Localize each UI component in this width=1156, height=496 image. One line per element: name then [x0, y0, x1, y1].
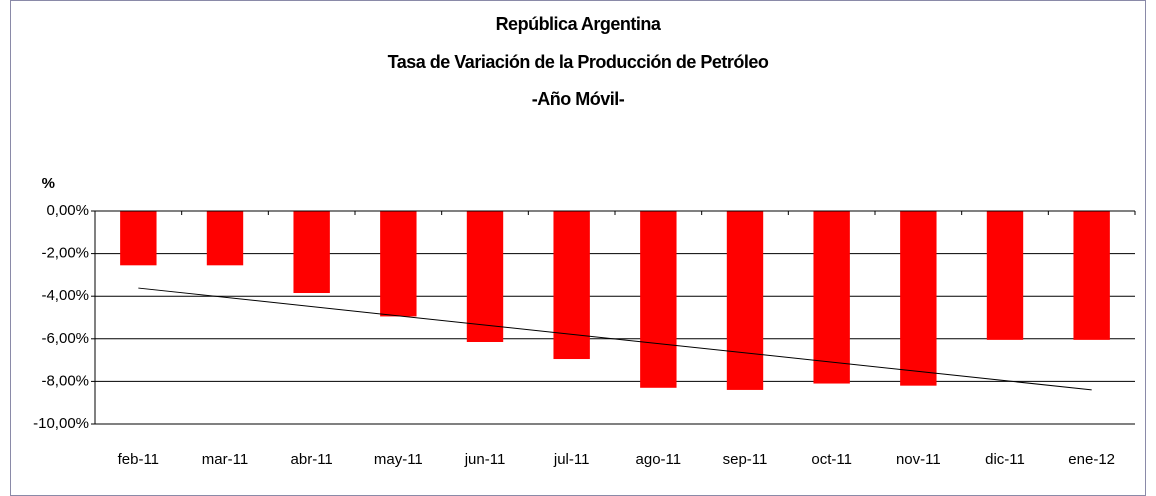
x-tick-label: ago-11 — [636, 451, 682, 468]
x-tick-label: abr-11 — [291, 451, 333, 468]
y-tick-label: -8,00% — [41, 372, 89, 389]
x-tick-label: nov-11 — [896, 451, 941, 468]
bar — [466, 211, 504, 342]
x-tick-label: sep-11 — [723, 451, 768, 468]
bar — [813, 211, 850, 384]
y-tick-label: -6,00% — [41, 330, 89, 347]
bar — [293, 211, 330, 294]
bar — [1073, 211, 1110, 340]
x-tick-label: ene-12 — [1068, 451, 1115, 468]
chart-title: Tasa de Variación de la Producción de Pe… — [388, 52, 769, 72]
bar — [553, 211, 590, 360]
x-tick-label: dic-11 — [985, 451, 1025, 468]
x-tick-label: mar-11 — [202, 451, 248, 468]
y-tick-label: 0,00% — [46, 202, 89, 219]
chart-title: República Argentina — [496, 14, 662, 34]
y-tick-label: -2,00% — [41, 245, 89, 262]
bar — [206, 211, 244, 266]
bar — [120, 211, 157, 266]
bar — [726, 211, 764, 390]
chart-title: -Año Móvil- — [532, 89, 625, 109]
y-tick-label: -4,00% — [41, 287, 89, 304]
bar — [380, 211, 417, 317]
y-axis-label: % — [42, 175, 55, 192]
x-tick-label: may-11 — [374, 451, 423, 468]
y-tick-label: -10,00% — [33, 415, 89, 432]
bar — [986, 211, 1024, 340]
x-tick-label: jul-11 — [553, 451, 590, 468]
x-tick-label: oct-11 — [811, 451, 852, 468]
x-tick-label: feb-11 — [118, 451, 159, 468]
x-tick-label: jun-11 — [464, 451, 506, 468]
bar — [640, 211, 677, 388]
trend-line — [138, 287, 1092, 391]
bar — [900, 211, 937, 386]
